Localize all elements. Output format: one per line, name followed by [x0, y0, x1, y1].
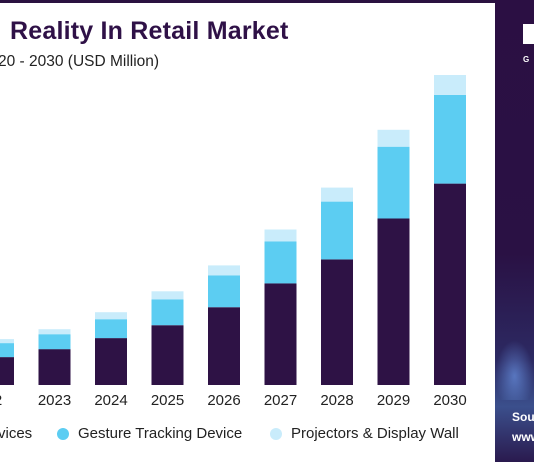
banner-glow-graphic: [495, 340, 534, 400]
bar-segment-2030-series-2: [434, 75, 466, 95]
legend-item-gesture: Gesture Tracking Device: [57, 425, 242, 442]
x-tick-label: 2030: [433, 392, 466, 409]
chart-panel: Reality In Retail Market 20 - 2030 (USD …: [0, 3, 494, 462]
bar-segment-2024-series-2: [95, 312, 127, 320]
bar-segment-2028-series-2: [321, 187, 353, 202]
source-url: www: [512, 430, 534, 444]
bar-segment-2025-series-0: [151, 325, 184, 385]
x-tick-label: 2024: [94, 392, 127, 409]
source-label: Sou: [512, 410, 534, 424]
bar-segment-2029-series-0: [377, 218, 410, 385]
legend-swatch-gesture: [57, 427, 69, 440]
bar-segment-2027-series-2: [264, 229, 297, 242]
bar-segment-2026-series-0: [208, 307, 240, 385]
chart-title: Reality In Retail Market: [10, 17, 289, 45]
bar-segment-2-series-1: [0, 343, 14, 358]
x-tick-label: 2027: [264, 392, 297, 409]
bar-segment-2025-series-1: [151, 299, 184, 326]
bar-segment-2-series-0: [0, 357, 14, 385]
bar-segment-2023-series-1: [38, 334, 71, 350]
bar-segment-2-series-2: [0, 339, 14, 344]
stacked-bar-chart: 2 2023 2024 2025 2026 2027 2028 2029 2030: [0, 75, 467, 409]
legend-item-projectors: Projectors & Display Wall: [270, 425, 459, 442]
bar-segment-2024-series-0: [95, 338, 127, 385]
bar-segment-2027-series-0: [264, 283, 297, 385]
bar-segment-2026-series-2: [208, 265, 240, 276]
bar-segment-2023-series-0: [38, 349, 71, 385]
chart-subtitle: 20 - 2030 (USD Million): [0, 53, 160, 70]
legend-label-projectors: Projectors & Display Wall: [291, 425, 459, 442]
bar-segment-2025-series-2: [151, 291, 184, 300]
brand-logo-text: G: [523, 55, 530, 64]
chart-legend: vices Gesture Tracking Device Projectors…: [0, 425, 494, 447]
x-tick-label: 2029: [377, 392, 410, 409]
brand-logo: [523, 24, 534, 44]
bar-segment-2029-series-1: [377, 146, 410, 219]
x-tick-label: 2025: [151, 392, 184, 409]
bar-segment-2028-series-0: [321, 259, 353, 385]
x-tick-label: 2023: [38, 392, 71, 409]
bar-segment-2030-series-0: [434, 183, 466, 385]
legend-item-vices: vices: [0, 425, 32, 442]
legend-swatch-projectors: [270, 427, 282, 440]
bar-segment-2023-series-2: [38, 329, 71, 335]
top-border: [0, 0, 534, 3]
legend-label-gesture: Gesture Tracking Device: [78, 425, 243, 442]
x-tick-label: 2026: [207, 392, 240, 409]
bar-segment-2030-series-1: [434, 94, 466, 184]
legend-label-vices: vices: [0, 425, 33, 442]
bar-segment-2028-series-1: [321, 201, 353, 260]
side-banner: G Sou www: [495, 0, 534, 462]
bar-segment-2027-series-1: [264, 241, 297, 284]
bar-segment-2024-series-1: [95, 319, 127, 339]
bar-segment-2026-series-1: [208, 275, 240, 308]
x-tick-label: 2: [0, 392, 2, 409]
bar-segment-2029-series-2: [377, 129, 410, 147]
x-tick-label: 2028: [320, 392, 353, 409]
